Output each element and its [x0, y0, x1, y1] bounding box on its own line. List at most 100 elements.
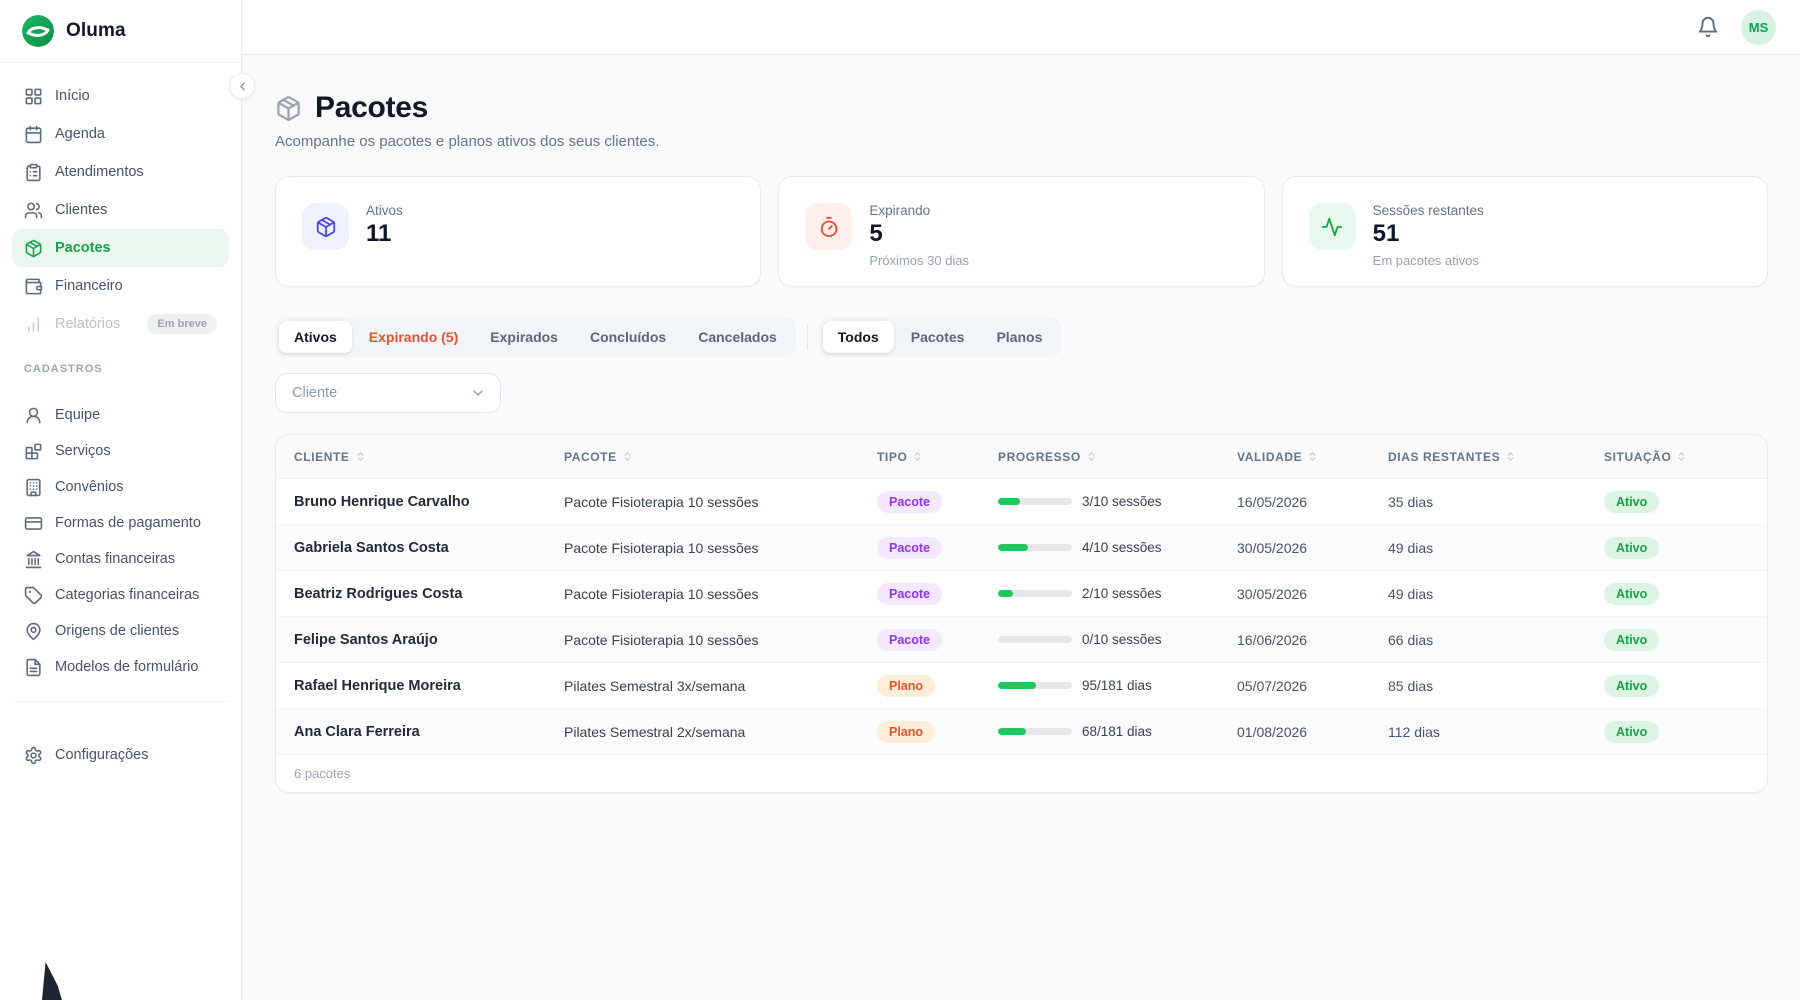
- progress-label: 68/181 dias: [1082, 724, 1152, 739]
- avatar[interactable]: MS: [1741, 9, 1776, 45]
- package-icon: [275, 95, 302, 122]
- sidebar-divider: [12, 701, 229, 702]
- chevron-down-icon: [470, 385, 486, 401]
- cell-validade: 05/07/2026: [1237, 677, 1308, 694]
- sidebar-item-pacotes[interactable]: Pacotes: [12, 229, 229, 267]
- status-badge: Ativo: [1604, 582, 1660, 605]
- cell-validade: 01/08/2026: [1237, 723, 1308, 740]
- sidebar-item-clientes[interactable]: Clientes: [12, 191, 229, 229]
- tab-todos[interactable]: Todos: [822, 321, 894, 353]
- sidebar-item-configuracoes[interactable]: Configurações: [12, 736, 229, 774]
- clipboard-icon: [24, 163, 43, 182]
- progress-bar: [998, 498, 1072, 505]
- type-badge: Plano: [877, 674, 936, 697]
- sidebar-item-label: Contas financeiras: [55, 551, 176, 567]
- sidebar-collapse-button[interactable]: [229, 73, 255, 99]
- cell-pacote: Pacote Fisioterapia 10 sessões: [564, 631, 759, 648]
- sidebar-nav-bottom: Configurações: [0, 722, 241, 1000]
- users-icon: [24, 201, 43, 220]
- stat-cards: Ativos 11 Expirando 5 Próximos 30 dias: [275, 176, 1768, 287]
- sidebar-item-financeiro[interactable]: Financeiro: [12, 267, 229, 305]
- stat-label: Ativos: [366, 203, 403, 218]
- sidebar-item-convenios[interactable]: Convênios: [12, 469, 229, 505]
- calendar-icon: [24, 125, 43, 144]
- sidebar-item-inicio[interactable]: Início: [12, 77, 229, 115]
- column-header-tipo[interactable]: TIPO: [859, 450, 980, 464]
- tab-concluidos[interactable]: Concluídos: [575, 321, 681, 353]
- sort-icon: [1676, 451, 1687, 462]
- cell-validade: 30/05/2026: [1237, 585, 1308, 602]
- tab-expirados[interactable]: Expirados: [475, 321, 573, 353]
- tab-planos[interactable]: Planos: [981, 321, 1057, 353]
- table-row[interactable]: Felipe Santos Araújo Pacote Fisioterapia…: [276, 617, 1767, 663]
- tab-cancelados[interactable]: Cancelados: [683, 321, 792, 353]
- column-header-label: SITUAÇÃO: [1604, 449, 1672, 464]
- sidebar-item-categorias-financeiras[interactable]: Categorias financeiras: [12, 577, 229, 613]
- column-header-dias-restantes[interactable]: DIAS RESTANTES: [1370, 450, 1586, 464]
- tab-ativos[interactable]: Ativos: [279, 321, 352, 353]
- progress-bar: [998, 682, 1072, 689]
- sidebar: Oluma Início Agenda Atendimentos Cliente…: [0, 0, 242, 1000]
- status-badge: Ativo: [1604, 490, 1660, 513]
- status-badge: Ativo: [1604, 628, 1660, 651]
- cell-dias-restantes: 49 dias: [1388, 539, 1434, 556]
- tab-pacotes[interactable]: Pacotes: [896, 321, 980, 353]
- page-subtitle: Acompanhe os pacotes e planos ativos dos…: [275, 133, 660, 150]
- table-row[interactable]: Ana Clara Ferreira Pilates Semestral 2x/…: [276, 709, 1767, 755]
- bank-icon: [24, 550, 43, 569]
- sidebar-item-agenda[interactable]: Agenda: [12, 115, 229, 153]
- sort-icon: [1307, 451, 1318, 462]
- table-footer: 6 pacotes: [276, 755, 1767, 792]
- file-text-icon: [24, 658, 43, 677]
- sidebar-item-origens-de-clientes[interactable]: Origens de clientes: [12, 613, 229, 649]
- sidebar-nav-cadastros: Equipe Serviços Convênios Formas de paga…: [0, 383, 241, 685]
- cell-dias-restantes: 66 dias: [1388, 631, 1434, 648]
- table-body: Bruno Henrique Carvalho Pacote Fisiotera…: [276, 479, 1767, 755]
- sidebar-item-formas-de-pagamento[interactable]: Formas de pagamento: [12, 505, 229, 541]
- tab-expirando-5[interactable]: Expirando (5): [354, 321, 473, 353]
- topbar: MS: [242, 0, 1800, 55]
- coming-soon-badge: Em breve: [147, 314, 217, 334]
- sidebar-item-label: Formas de pagamento: [55, 515, 201, 531]
- progress-label: 2/10 sessões: [1082, 586, 1162, 601]
- cell-cliente: Bruno Henrique Carvalho: [294, 493, 470, 510]
- client-filter-select[interactable]: Cliente: [275, 373, 501, 413]
- sidebar-item-label: Início: [55, 88, 90, 104]
- table-header-row: CLIENTE PACOTE TIPO PROGRESSO VALIDADE D…: [276, 435, 1767, 479]
- column-header-label: DIAS RESTANTES: [1388, 449, 1501, 464]
- cell-pacote: Pacote Fisioterapia 10 sessões: [564, 585, 759, 602]
- column-header-pacote[interactable]: PACOTE: [546, 450, 859, 464]
- building-icon: [24, 478, 43, 497]
- sidebar-item-modelos-de-formulario[interactable]: Modelos de formulário: [12, 649, 229, 685]
- stat-sub: Em pacotes ativos: [1372, 253, 1479, 269]
- sidebar-item-equipe[interactable]: Equipe: [12, 397, 229, 433]
- type-badge: Plano: [877, 720, 936, 743]
- column-header-progresso[interactable]: PROGRESSO: [980, 450, 1219, 464]
- column-header-cliente[interactable]: CLIENTE: [276, 450, 546, 464]
- sidebar-item-label: Clientes: [55, 202, 108, 218]
- timer-icon: [805, 203, 853, 250]
- column-header-validade[interactable]: VALIDADE: [1219, 450, 1370, 464]
- sidebar-section-cadastros: CADASTROS: [24, 363, 103, 375]
- cell-dias-restantes: 49 dias: [1388, 585, 1434, 602]
- bell-icon[interactable]: [1697, 16, 1719, 38]
- grid-icon: [24, 87, 43, 106]
- table-row[interactable]: Beatriz Rodrigues Costa Pacote Fisiotera…: [276, 571, 1767, 617]
- sidebar-item-atendimentos[interactable]: Atendimentos: [12, 153, 229, 191]
- sidebar-item-servicos[interactable]: Serviços: [12, 433, 229, 469]
- cell-cliente: Felipe Santos Araújo: [294, 631, 438, 648]
- blocks-icon: [24, 442, 43, 461]
- table-row[interactable]: Gabriela Santos Costa Pacote Fisioterapi…: [276, 525, 1767, 571]
- column-header-label: PROGRESSO: [998, 449, 1081, 464]
- sidebar-item-label: Pacotes: [55, 240, 111, 256]
- cell-dias-restantes: 35 dias: [1388, 493, 1434, 510]
- progress-bar: [998, 544, 1072, 551]
- table-row[interactable]: Bruno Henrique Carvalho Pacote Fisiotera…: [276, 479, 1767, 525]
- brand-name: Oluma: [66, 20, 126, 41]
- sidebar-item-contas-financeiras[interactable]: Contas financeiras: [12, 541, 229, 577]
- column-header-situacao[interactable]: SITUAÇÃO: [1586, 450, 1767, 464]
- stat-card-ativos: Ativos 11: [275, 176, 762, 287]
- table-row[interactable]: Rafael Henrique Moreira Pilates Semestra…: [276, 663, 1767, 709]
- activity-icon: [1308, 203, 1356, 250]
